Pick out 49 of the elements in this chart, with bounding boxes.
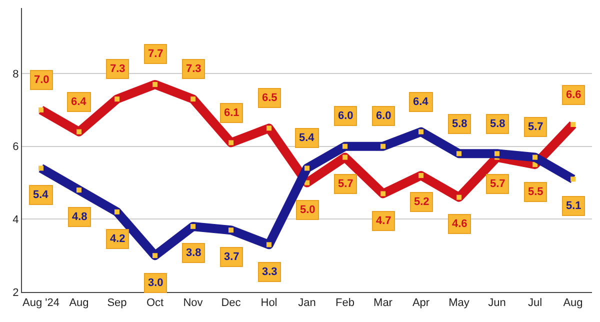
data-label: 7.7 bbox=[148, 48, 164, 60]
x-tick-label: Aug '24 bbox=[22, 297, 60, 310]
data-label: 5.8 bbox=[490, 118, 506, 130]
x-tick-label: Aug bbox=[69, 297, 89, 310]
x-tick-label: Jan bbox=[298, 297, 316, 310]
x-tick-label: Oct bbox=[146, 297, 164, 310]
data-label: 3.7 bbox=[224, 251, 240, 263]
data-label: 5.5 bbox=[528, 186, 544, 198]
x-tick-label: Hol bbox=[260, 297, 278, 310]
data-label: 6.5 bbox=[262, 92, 278, 104]
data-label: 7.3 bbox=[186, 63, 202, 75]
data-label: 3.0 bbox=[148, 277, 164, 289]
y-tick-label: 6 bbox=[12, 141, 19, 154]
data-label: 5.2 bbox=[414, 196, 430, 208]
data-label: 5.7 bbox=[528, 121, 544, 133]
x-tick-label: Sep bbox=[107, 297, 127, 310]
data-label: 5.4 bbox=[299, 132, 316, 144]
y-tick-label: 2 bbox=[12, 286, 19, 299]
data-label: 6.4 bbox=[413, 96, 430, 108]
x-tick-label: Apr bbox=[412, 297, 430, 310]
data-label: 4.6 bbox=[452, 218, 468, 230]
x-tick-label: Mar bbox=[374, 297, 393, 310]
y-tick-label: 4 bbox=[12, 214, 19, 226]
data-label: 6.1 bbox=[224, 107, 240, 119]
x-tick-label: Jul bbox=[528, 297, 542, 310]
data-label: 5.7 bbox=[490, 178, 506, 190]
data-label: 5.8 bbox=[452, 118, 468, 130]
data-label: 7.0 bbox=[34, 74, 50, 86]
data-label: 7.3 bbox=[110, 63, 126, 75]
data-label: 5.1 bbox=[566, 200, 582, 212]
data-label: 6.4 bbox=[71, 96, 88, 108]
data-label: 4.7 bbox=[376, 215, 392, 227]
data-label: 3.8 bbox=[186, 247, 202, 259]
data-label: 4.2 bbox=[110, 233, 126, 245]
data-label: 5.0 bbox=[300, 204, 316, 216]
data-label: 6.0 bbox=[338, 110, 354, 122]
x-tick-label: Dec bbox=[221, 297, 242, 310]
x-tick-label: Nov bbox=[183, 297, 204, 310]
data-label: 4.8 bbox=[72, 211, 88, 223]
data-label: 3.3 bbox=[262, 266, 278, 278]
x-tick-label: Feb bbox=[336, 297, 354, 310]
data-label: 6.0 bbox=[376, 110, 392, 122]
data-label: 5.7 bbox=[338, 178, 354, 190]
x-tick-label: May bbox=[448, 297, 470, 310]
y-tick-label: 8 bbox=[12, 68, 19, 80]
data-label: 6.6 bbox=[566, 89, 582, 101]
data-label: 5.4 bbox=[33, 189, 50, 201]
x-tick-label: Jun bbox=[488, 297, 506, 310]
x-tick-label: Aug bbox=[563, 297, 583, 310]
